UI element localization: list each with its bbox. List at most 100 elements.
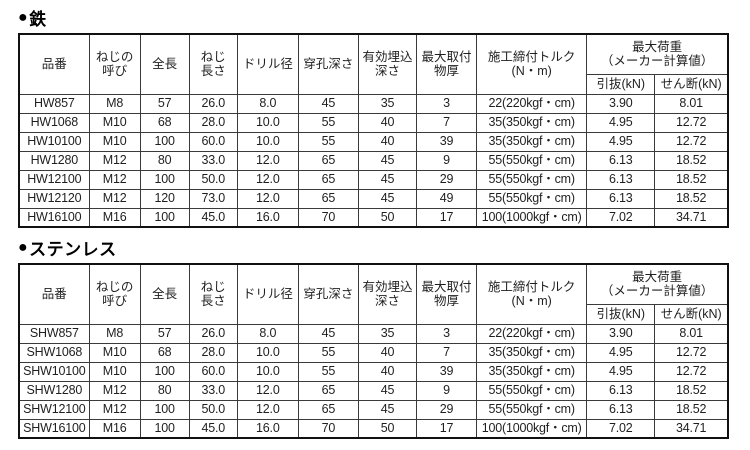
table-cell: 18.52 (654, 188, 729, 209)
table-cell: HW1068 (18, 112, 90, 133)
table-cell: 18.52 (654, 150, 729, 171)
table-cell: SHW857 (18, 323, 90, 344)
table-cell: 3 (416, 93, 478, 114)
table-cell: 80 (139, 380, 190, 401)
col-header-tightening-torque: 施工締付トルク (N・m) (476, 33, 588, 95)
table-cell: M12 (88, 380, 141, 401)
table-cell: 49 (416, 188, 478, 209)
table-row: SHW16100 M16 100 45.0 16.0 70 50 17 100(1000kgf・… (18, 418, 729, 439)
table-cell: 12.72 (654, 361, 729, 382)
table-cell: 55 (297, 342, 359, 363)
table-cell: 33.0 (188, 150, 238, 171)
col-header-max-load-group: 最大荷重 （メーカー計算値） (586, 33, 729, 75)
table-cell: 55(550kgf・cm) (476, 169, 588, 190)
table-cell: 17 (416, 418, 478, 439)
table-cell: 12.0 (236, 169, 299, 190)
table-cell: 40 (357, 342, 418, 363)
col-header-overall-length: 全長 (139, 263, 190, 325)
table-cell: HW10100 (18, 131, 90, 152)
table-cell: HW12100 (18, 169, 90, 190)
table-cell: 57 (139, 323, 190, 344)
stainless-table-body: SHW857 M8 57 26.0 8.0 45 35 3 22(220kgf・cm) 3.90 8… (18, 323, 729, 439)
table-cell: 100 (139, 169, 190, 190)
col-header-thread-length: ねじ 長さ (188, 33, 238, 95)
table-cell: 7 (416, 342, 478, 363)
section-title-iron: ● 鉄 (18, 5, 730, 30)
table-cell: 40 (357, 112, 418, 133)
table-cell: 8.0 (236, 93, 299, 114)
table-cell: 16.0 (236, 418, 299, 439)
table-cell: HW16100 (18, 207, 90, 228)
section-iron: ● 鉄 品番 ねじの 呼び 全長 ねじ 長さ ドリル径 穿孔深さ 有効埋込 深さ… (18, 5, 730, 228)
col-header-tightening-torque: 施工締付トルク (N・m) (476, 263, 588, 325)
table-row: HW10100 M10 100 60.0 10.0 55 40 39 35(350kgf・cm)… (18, 131, 729, 152)
table-cell: 16.0 (236, 207, 299, 228)
table-cell: 35(350kgf・cm) (476, 342, 588, 363)
table-cell: 45 (297, 93, 359, 114)
bullet-icon: ● (18, 238, 29, 256)
table-cell: 120 (139, 188, 190, 209)
section-stainless: ● ステンレス 品番 ねじの 呼び 全長 ねじ 長さ ドリル径 穿孔深さ 有効埋… (18, 235, 730, 439)
table-cell: 45 (297, 323, 359, 344)
col-header-drill-diameter: ドリル径 (236, 33, 299, 95)
col-header-max-fixture-thickness: 最大取付 物厚 (416, 263, 478, 325)
table-cell: M12 (88, 399, 141, 420)
table-cell: 12.72 (654, 131, 729, 152)
table-cell: 40 (357, 361, 418, 382)
table-cell: M12 (88, 150, 141, 171)
table-cell: SHW1280 (18, 380, 90, 401)
table-cell: 55(550kgf・cm) (476, 399, 588, 420)
table-cell: HW12120 (18, 188, 90, 209)
col-header-shear: せん断(kN) (654, 73, 729, 95)
table-cell: M16 (88, 418, 141, 439)
table-cell: M8 (88, 93, 141, 114)
table-cell: 8.01 (654, 93, 729, 114)
table-cell: SHW12100 (18, 399, 90, 420)
table-cell: 12.72 (654, 342, 729, 363)
table-cell: 100(1000kgf・cm) (476, 207, 588, 228)
section-title-label: ステンレス (29, 240, 117, 259)
table-cell: 28.0 (188, 112, 238, 133)
col-header-thread-size: ねじの 呼び (88, 263, 141, 325)
table-row: HW16100 M16 100 45.0 16.0 70 50 17 100(1000kgf・c… (18, 207, 729, 228)
table-cell: 6.13 (586, 150, 656, 171)
col-header-max-fixture-thickness: 最大取付 物厚 (416, 33, 478, 95)
table-row: HW12120 M12 120 73.0 12.0 65 45 49 55(550kgf・cm)… (18, 188, 729, 209)
table-cell: SHW10100 (18, 361, 90, 382)
col-header-max-load-group: 最大荷重 （メーカー計算値） (586, 263, 729, 305)
col-header-effective-embed-depth: 有効埋込 深さ (357, 33, 418, 95)
table-cell: 9 (416, 380, 478, 401)
table-cell: 100 (139, 361, 190, 382)
table-row: SHW12100 M12 100 50.0 12.0 65 45 29 55(550kgf・cm… (18, 399, 729, 420)
table-cell: 35(350kgf・cm) (476, 361, 588, 382)
table-cell: 18.52 (654, 399, 729, 420)
table-cell: 70 (297, 418, 359, 439)
table-cell: 3.90 (586, 323, 656, 344)
table-cell: 22(220kgf・cm) (476, 93, 588, 114)
table-cell: 100(1000kgf・cm) (476, 418, 588, 439)
table-row: HW12100 M12 100 50.0 12.0 65 45 29 55(550kgf・cm)… (18, 169, 729, 190)
table-cell: 73.0 (188, 188, 238, 209)
table-cell: 60.0 (188, 361, 238, 382)
table-cell: 10.0 (236, 342, 299, 363)
stainless-spec-table: 品番 ねじの 呼び 全長 ねじ 長さ ドリル径 穿孔深さ 有効埋込 深さ 最大取… (18, 263, 729, 439)
table-cell: 45 (357, 169, 418, 190)
table-cell: M10 (88, 342, 141, 363)
table-cell: 100 (139, 399, 190, 420)
iron-table-body: HW857 M8 57 26.0 8.0 45 35 3 22(220kgf・cm) 3.90 8.… (18, 93, 729, 228)
table-cell: M10 (88, 131, 141, 152)
table-row: HW1280 M12 80 33.0 12.0 65 45 9 55(550kgf・cm) 6.1… (18, 150, 729, 171)
table-cell: 4.95 (586, 112, 656, 133)
table-cell: 34.71 (654, 207, 729, 228)
table-cell: 45.0 (188, 207, 238, 228)
table-row: SHW1068 M10 68 28.0 10.0 55 40 7 35(350kgf・cm) 4.… (18, 342, 729, 363)
table-cell: SHW1068 (18, 342, 90, 363)
table-cell: 50.0 (188, 399, 238, 420)
table-cell: 26.0 (188, 323, 238, 344)
col-header-drilling-depth: 穿孔深さ (297, 33, 359, 95)
table-cell: 18.52 (654, 169, 729, 190)
table-cell: 35(350kgf・cm) (476, 112, 588, 133)
table-cell: 7.02 (586, 207, 656, 228)
table-cell: 12.72 (654, 112, 729, 133)
